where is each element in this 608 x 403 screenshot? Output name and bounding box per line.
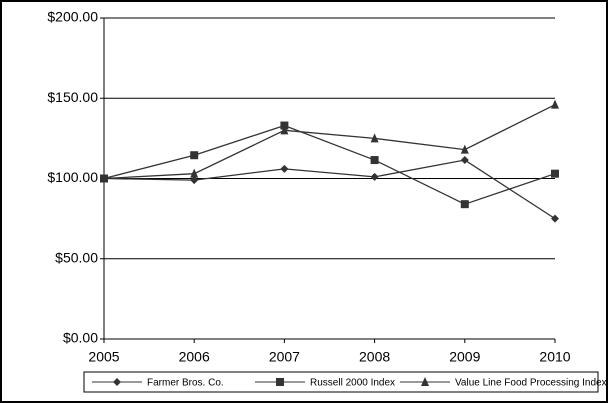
marker (100, 173, 108, 183)
marker (370, 156, 379, 165)
legend-label: Farmer Bros. Co. (147, 378, 224, 389)
x-tick-label: 2010 (539, 349, 570, 365)
marker (551, 214, 559, 223)
series-line (103, 124, 556, 205)
marker (190, 168, 199, 178)
legend-label: Value Line Food Processing Index (455, 378, 607, 389)
marker (280, 164, 289, 173)
series-line (103, 159, 556, 220)
y-tick-label: $100.00 (47, 169, 98, 185)
marker (551, 99, 559, 109)
x-tick-label: 2009 (449, 349, 480, 365)
y-tick-label: $0.00 (63, 330, 98, 346)
marker (460, 144, 469, 154)
marker (190, 151, 199, 160)
x-tick-label: 2008 (359, 349, 390, 365)
marker (370, 133, 379, 143)
x-tick-label: 2007 (269, 349, 300, 365)
y-tick-label: $50.00 (55, 249, 98, 265)
marker (276, 378, 284, 386)
x-tick-label: 2006 (179, 349, 210, 365)
marker (113, 378, 121, 386)
marker (190, 176, 199, 185)
marker (551, 169, 559, 178)
y-tick-label: $200.00 (47, 9, 98, 25)
marker (421, 377, 429, 386)
marker (460, 200, 469, 209)
y-tick-label: $150.00 (47, 89, 98, 105)
x-tick-label: 2005 (88, 349, 119, 365)
legend-box (83, 371, 599, 393)
legend: Farmer Bros. Co. Russell 2000 Index Value … (83, 371, 607, 393)
series-line (103, 104, 556, 180)
legend-label: Russell 2000 Index (310, 378, 395, 389)
marker (370, 172, 379, 181)
marker (280, 125, 289, 135)
marker (460, 156, 469, 165)
